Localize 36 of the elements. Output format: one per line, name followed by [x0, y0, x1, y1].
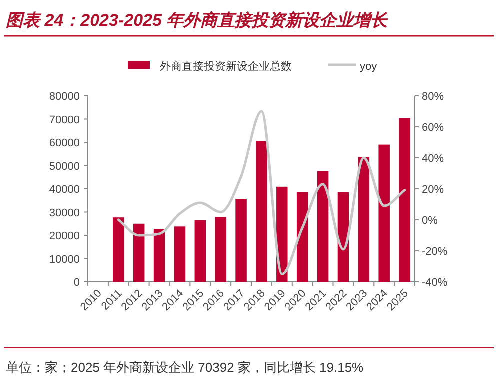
y-tick-label: 20000 [49, 230, 80, 242]
y-tick-label: 50000 [49, 160, 80, 173]
line-series [117, 110, 406, 276]
text: 单位：家；2025 年外商新设企业 70392 家，同比增长 19.15% [6, 360, 364, 375]
legend-label: 外商直接投资新设企业总数 [160, 60, 292, 73]
y2-tick-label: 60% [422, 122, 444, 134]
bar [215, 217, 226, 282]
y-tick-label: 40000 [49, 184, 80, 196]
y-tick-label: 30000 [49, 207, 80, 220]
bar [133, 224, 145, 282]
y2-tick-label: -40% [422, 277, 448, 289]
bar [174, 226, 186, 282]
y2-tick-label: 80% [422, 91, 444, 103]
y2-tick-label: 0% [422, 215, 438, 227]
bar [399, 118, 410, 282]
bar [338, 192, 350, 282]
chart-title: 图表 24：2023-2025 年外商直接投资新设企业增长 [6, 11, 389, 30]
y-tick-label: 80000 [49, 91, 80, 103]
y2-tick-label: 20% [422, 184, 444, 196]
y-tick-label: 70000 [49, 114, 80, 126]
bar [358, 157, 370, 282]
bar [378, 144, 390, 282]
bar [296, 192, 308, 282]
bar [154, 228, 166, 282]
bar [236, 198, 247, 282]
y-tick-label: 60000 [49, 138, 80, 150]
bar [256, 141, 268, 282]
bar [194, 220, 206, 282]
y-tick-label: 0 [74, 277, 80, 289]
bar [276, 186, 288, 282]
bar [113, 218, 124, 282]
legend-label: yoy [360, 61, 378, 73]
y2-tick-label: 40% [422, 153, 444, 165]
y-tick-label: 10000 [49, 254, 80, 266]
bar [317, 171, 329, 282]
y2-tick-label: -20% [422, 246, 448, 258]
